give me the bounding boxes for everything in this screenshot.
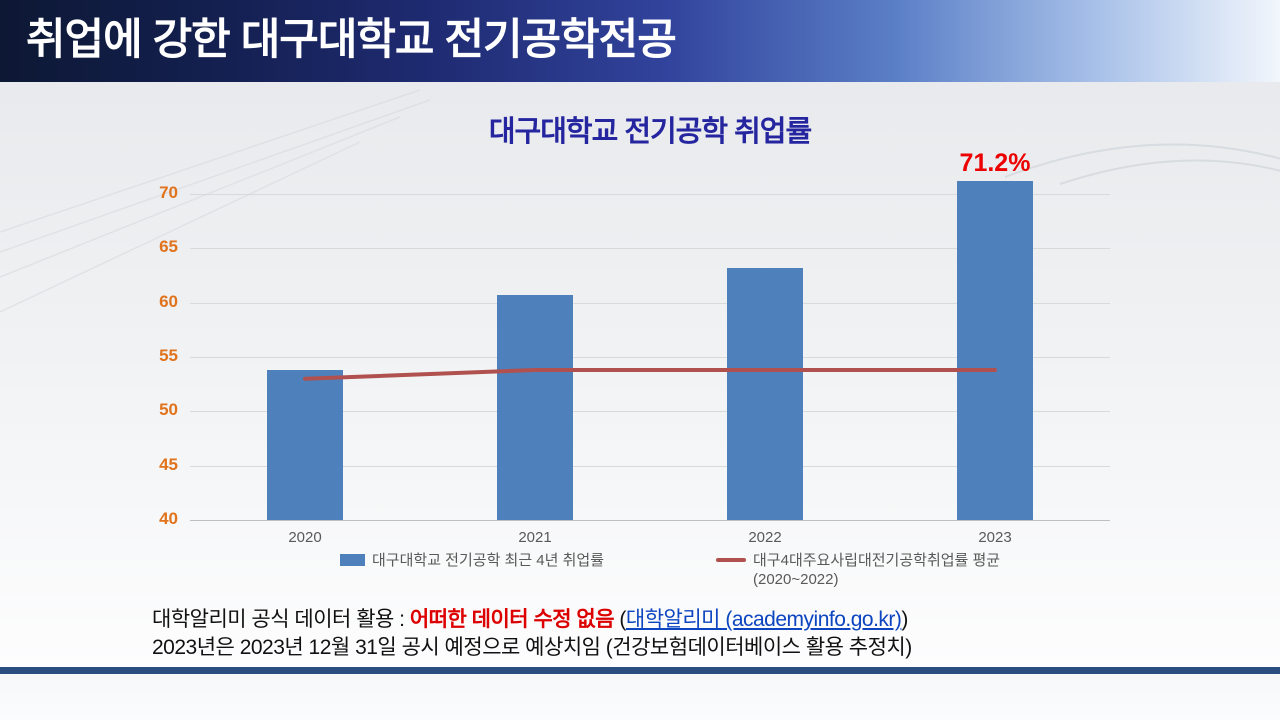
slide-title: 취업에 강한 대구대학교 전기공학전공 bbox=[26, 16, 677, 64]
legend-item-line[interactable]: 대구4대주요사립대전기공학취업률 평균 bbox=[716, 549, 1000, 570]
y-axis-tick-label: 45 bbox=[159, 454, 178, 474]
footnote-source-text: 대학알리미 공식 데이터 활용 : bbox=[152, 608, 410, 631]
line-series-legend-sublabel: (2020~2022) bbox=[753, 571, 839, 588]
chart-title: 대구대학교 전기공학 취업률 bbox=[488, 116, 812, 148]
line-series-legend-marker-icon bbox=[716, 557, 746, 562]
gridline bbox=[190, 465, 1110, 467]
legend-item-bar[interactable]: 대구대학교 전기공학 최근 4년 취업률 bbox=[340, 549, 604, 570]
y-axis-tick-label: 50 bbox=[159, 400, 178, 420]
footnote-no-edit-text: 어떠한 데이터 수정 없음 bbox=[409, 608, 615, 631]
bar-2021 bbox=[497, 295, 573, 520]
gridline bbox=[190, 302, 1110, 304]
footnote-paren-close: ) bbox=[901, 608, 908, 631]
x-axis-tick-label: 2022 bbox=[748, 529, 782, 546]
background-decoration bbox=[0, 89, 1280, 313]
footnote-line-2: 2023년은 2023년 12월 31일 공시 예정으로 예상치임 (건강보험데… bbox=[152, 636, 912, 659]
content-area: 대구대학교 전기공학 취업률 40 45 50 55 60 65 70 2020 2021 202… bbox=[0, 82, 1280, 667]
y-axis-tick-label: 60 bbox=[159, 291, 178, 311]
x-axis-tick-label: 2023 bbox=[978, 529, 1012, 546]
y-axis-tick-label: 40 bbox=[159, 509, 178, 528]
gridline bbox=[190, 194, 1110, 195]
footnote-paren-open: ( bbox=[614, 608, 626, 631]
bar-series-legend-marker-icon bbox=[340, 553, 365, 566]
x-axis-line bbox=[190, 520, 1110, 521]
gridline bbox=[190, 357, 1110, 358]
gridline bbox=[190, 248, 1110, 250]
y-axis-tick-label: 65 bbox=[159, 237, 178, 257]
bottom-stripe bbox=[0, 667, 1280, 674]
bar-2020 bbox=[267, 370, 343, 520]
bar-series-legend-label: 대구대학교 전기공학 최근 4년 취업률 bbox=[372, 552, 605, 569]
line-series-legend-label: 대구4대주요사립대전기공학취업률 평균 bbox=[753, 552, 1001, 569]
footnote: 대학알리미 공식 데이터 활용 : 어떠한 데이터 수정 없음 (대학알리미 (… bbox=[152, 606, 1212, 662]
x-axis-tick-label: 2021 bbox=[518, 529, 552, 546]
gridline bbox=[190, 411, 1110, 413]
footnote-line-1: 대학알리미 공식 데이터 활용 : 어떠한 데이터 수정 없음 (대학알리미 (… bbox=[152, 606, 1212, 634]
bar-2023 bbox=[957, 180, 1033, 520]
bar-2022 bbox=[727, 267, 803, 520]
x-axis-tick-label: 2020 bbox=[288, 529, 322, 546]
y-axis-tick-label: 70 bbox=[159, 183, 178, 202]
y-axis-tick-label: 55 bbox=[159, 346, 178, 365]
bottom-margin bbox=[0, 674, 1280, 720]
bar-value-label: 71.2% bbox=[959, 148, 1031, 177]
academyinfo-link[interactable]: 대학알리미 (academyinfo.go.kr) bbox=[625, 608, 902, 631]
title-bar: 취업에 강한 대구대학교 전기공학전공 bbox=[0, 0, 1280, 82]
